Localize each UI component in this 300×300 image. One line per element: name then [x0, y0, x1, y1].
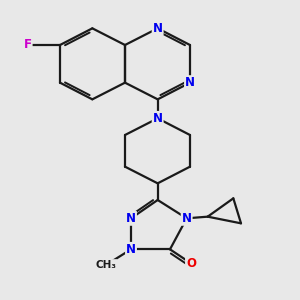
Text: N: N	[126, 243, 136, 256]
Text: N: N	[126, 212, 136, 225]
Text: O: O	[186, 257, 196, 270]
Text: N: N	[153, 22, 163, 35]
Text: F: F	[24, 38, 32, 52]
Text: N: N	[153, 112, 163, 125]
Text: N: N	[182, 212, 192, 225]
Text: CH₃: CH₃	[95, 260, 116, 270]
Text: N: N	[185, 76, 195, 89]
